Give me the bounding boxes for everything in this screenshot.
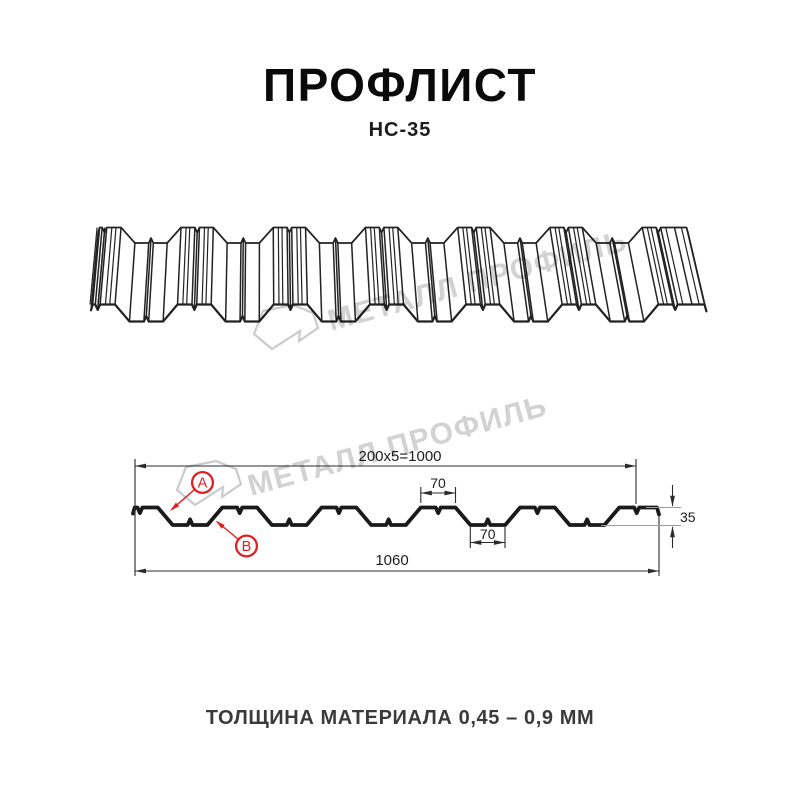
dimension-label: 200x5=1000 [359, 448, 442, 465]
dimension-valley-width: 70 [470, 526, 505, 545]
page-title: ПРОФЛИСТ [263, 59, 537, 111]
dimension-total-width: 1060 [135, 552, 659, 574]
dimension-label: A [198, 476, 208, 492]
callout-b: B [215, 520, 259, 558]
dimension-label: 35 [680, 509, 696, 525]
metall-profil-logo-icon [252, 303, 320, 351]
metall-profil-logo-icon [175, 459, 243, 507]
watermark-section: МЕТАЛЛ ПРОФИЛЬ [175, 389, 551, 507]
dimension-label: 1060 [375, 552, 408, 569]
dimension-label: 70 [430, 475, 446, 491]
dimension-crest-width: 70 [420, 475, 456, 496]
dimension-top-width: 200x5=1000 [135, 448, 636, 469]
cross-section-view [131, 505, 661, 527]
profile-3d-view [89, 226, 708, 323]
dimension-height: 35 [670, 485, 696, 548]
dimension-label: B [242, 539, 252, 555]
dimension-label: МЕТАЛЛ ПРОФИЛЬ [244, 389, 551, 502]
thickness-note: ТОЛЩИНА МАТЕРИАЛА 0,45 – 0,9 ММ [205, 707, 595, 729]
callout-a: A [170, 470, 215, 511]
profile-model-subtitle: НС-35 [368, 119, 432, 141]
dimension-label: 70 [480, 526, 496, 542]
dimensions: 200x5=1000 70 70 35 1060 [134, 448, 696, 576]
